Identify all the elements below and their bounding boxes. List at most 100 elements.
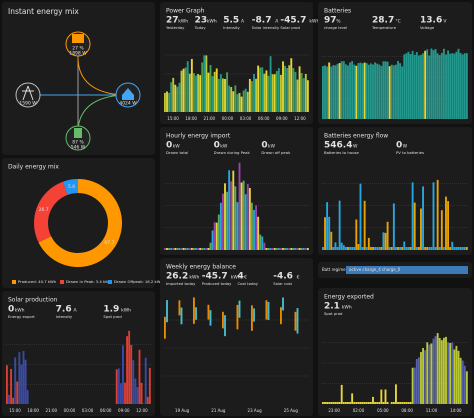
chart-bar bbox=[417, 55, 420, 119]
chart-bar bbox=[430, 48, 433, 120]
stat-value: 28.7 bbox=[372, 16, 394, 26]
chart-bar bbox=[232, 170, 235, 250]
chart-bar bbox=[20, 364, 23, 404]
x-label: 21:00 bbox=[46, 408, 58, 413]
stat-value: -45.7 bbox=[280, 16, 306, 26]
chart-bar bbox=[288, 65, 291, 112]
chart-bar bbox=[334, 242, 337, 250]
chart-bar bbox=[384, 61, 387, 119]
chart-bar bbox=[420, 54, 422, 119]
chart-bar bbox=[182, 68, 185, 112]
chart-bar bbox=[363, 62, 366, 119]
chart-bar bbox=[399, 247, 402, 250]
donut-label: 26.7 bbox=[39, 207, 49, 213]
chart-bar bbox=[24, 359, 27, 404]
solar-icon bbox=[72, 34, 84, 43]
chart-bar bbox=[434, 247, 437, 250]
chart-bar bbox=[415, 52, 418, 119]
chart-bar bbox=[361, 402, 364, 404]
chart-bar bbox=[219, 202, 222, 250]
chart-bar bbox=[277, 68, 280, 112]
flow-line bbox=[77, 59, 123, 96]
chart-bar bbox=[465, 247, 468, 250]
chart-bar bbox=[415, 247, 418, 250]
stat-value: 1.9 bbox=[103, 305, 119, 315]
stat-unit: kWh bbox=[207, 19, 217, 25]
stat-label: Drawn during Peak bbox=[214, 150, 251, 155]
chart-bar bbox=[138, 349, 141, 404]
stat-value: 546.4 bbox=[324, 141, 352, 151]
flow-line bbox=[77, 94, 123, 131]
chart-bar bbox=[324, 217, 326, 250]
chart-bar bbox=[199, 75, 202, 112]
chart-bar bbox=[234, 85, 237, 112]
chart-bar bbox=[280, 248, 282, 250]
chart-bar bbox=[246, 184, 249, 250]
chart-bar bbox=[219, 74, 222, 112]
x-label: 12:00 bbox=[136, 408, 148, 413]
chart-bar bbox=[174, 248, 177, 250]
chart-bar bbox=[365, 402, 368, 404]
chart-bar bbox=[300, 73, 303, 112]
chart-bar bbox=[236, 202, 239, 250]
chart-bar bbox=[332, 65, 335, 119]
x-label: 25 Aug bbox=[284, 408, 299, 413]
chart-bar bbox=[6, 365, 8, 404]
chart-bar bbox=[378, 402, 381, 404]
chart-bar bbox=[455, 345, 458, 404]
chart-bar bbox=[209, 310, 212, 326]
chart-bar bbox=[455, 247, 458, 250]
chart-bar bbox=[170, 248, 173, 250]
chart-bar bbox=[130, 344, 133, 404]
chart-bar bbox=[261, 67, 264, 112]
stat-label: Drawn off peak bbox=[261, 150, 291, 155]
x-label: 23:00 bbox=[328, 408, 340, 413]
chart-bar bbox=[300, 248, 303, 250]
chart-bar bbox=[228, 170, 231, 250]
chart-bar bbox=[372, 64, 374, 119]
chart-bar bbox=[119, 383, 122, 404]
chart-bar bbox=[298, 248, 301, 250]
chart-bar bbox=[428, 55, 431, 119]
chart-bar bbox=[326, 402, 329, 404]
chart-bar bbox=[459, 357, 462, 404]
grid-power: 1590 W bbox=[19, 101, 37, 107]
chart-bar bbox=[459, 53, 462, 119]
chart-bar bbox=[426, 49, 429, 119]
chart-bar bbox=[209, 64, 212, 112]
home-icon bbox=[122, 88, 134, 100]
stat-unit: °C bbox=[395, 19, 400, 25]
chart-bar bbox=[447, 201, 450, 250]
chart-bar bbox=[336, 247, 339, 250]
chart-bar bbox=[222, 78, 224, 112]
legend-swatch bbox=[108, 280, 112, 284]
chart-bar bbox=[420, 352, 422, 404]
chart-bar bbox=[422, 186, 424, 250]
chart-bar bbox=[442, 48, 445, 120]
chart-bar bbox=[432, 338, 435, 404]
chart-bar bbox=[463, 365, 466, 404]
chart-bar bbox=[440, 340, 443, 404]
chart-bar bbox=[392, 203, 395, 250]
chart-bar bbox=[273, 74, 276, 112]
chart-bar bbox=[369, 63, 372, 119]
stat-unit: € bbox=[297, 275, 300, 281]
chart-bar bbox=[422, 53, 424, 119]
donut-label: 67.7 bbox=[104, 240, 114, 246]
solar-power: 1898 W bbox=[69, 51, 87, 57]
card-title: Batteries bbox=[324, 8, 351, 15]
chart-bar bbox=[374, 62, 377, 119]
chart-bar bbox=[357, 402, 360, 404]
chart-bar bbox=[328, 62, 331, 119]
chart-bar bbox=[193, 248, 195, 250]
chart-bar bbox=[332, 247, 335, 250]
stat-unit: A bbox=[275, 19, 279, 25]
chart-bar bbox=[413, 202, 416, 250]
chart-bar bbox=[351, 393, 354, 404]
chart-bar bbox=[422, 347, 424, 404]
chart-bar bbox=[122, 345, 124, 404]
chart-bar bbox=[459, 247, 462, 250]
chart-bar bbox=[384, 232, 387, 250]
chart-bar bbox=[174, 84, 177, 112]
chart-bar bbox=[215, 222, 218, 250]
